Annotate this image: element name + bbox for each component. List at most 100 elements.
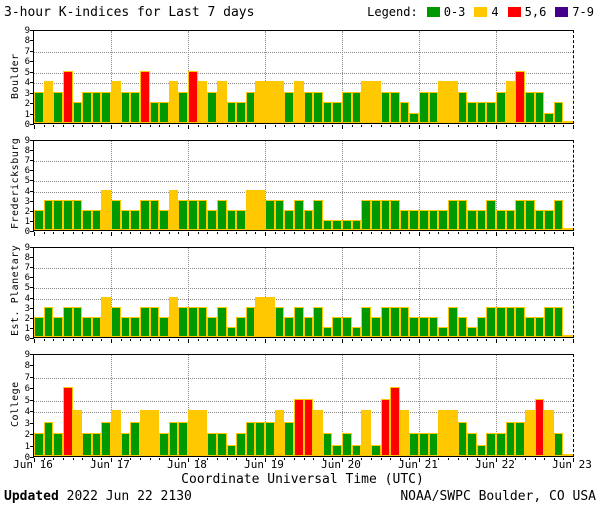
k-index-bar bbox=[332, 444, 342, 456]
x-tick bbox=[91, 339, 93, 341]
x-tick bbox=[467, 458, 469, 460]
y-tick bbox=[30, 399, 34, 401]
k-index-bar bbox=[159, 433, 169, 456]
k-index-bar bbox=[255, 81, 265, 123]
x-tick bbox=[207, 232, 209, 234]
x-tick bbox=[370, 125, 372, 127]
x-tick bbox=[62, 339, 64, 341]
gridline-day bbox=[111, 355, 112, 456]
x-tick bbox=[236, 232, 238, 234]
x-tick bbox=[390, 458, 392, 460]
k-index-bar bbox=[524, 410, 535, 456]
x-tick bbox=[178, 125, 180, 127]
x-tick bbox=[361, 125, 363, 127]
y-tick bbox=[30, 327, 34, 329]
x-tick bbox=[149, 232, 151, 234]
x-tick bbox=[457, 125, 459, 127]
k-index-bar bbox=[553, 102, 564, 123]
x-tick bbox=[62, 458, 64, 460]
y-tick-label: 4 bbox=[24, 78, 30, 89]
x-tick bbox=[111, 339, 112, 343]
y-tick bbox=[30, 365, 34, 367]
k-index-bar bbox=[534, 209, 545, 230]
k-index-bar bbox=[553, 433, 564, 456]
k-index-bar bbox=[428, 91, 439, 123]
x-tick bbox=[515, 125, 517, 127]
x-tick bbox=[245, 125, 247, 127]
k-index-bar bbox=[380, 91, 391, 123]
gridline-day bbox=[188, 248, 189, 337]
x-tick bbox=[496, 458, 497, 462]
k-index-bar bbox=[120, 316, 131, 337]
x-tick bbox=[34, 125, 35, 129]
x-tick bbox=[62, 125, 64, 127]
x-tick bbox=[438, 339, 440, 341]
y-tick bbox=[30, 434, 34, 436]
y-tick bbox=[30, 82, 34, 84]
k-index-bar bbox=[120, 91, 131, 123]
x-tick bbox=[486, 232, 488, 234]
station-label-college: College bbox=[10, 381, 21, 428]
k-index-bar bbox=[245, 91, 256, 123]
x-tick bbox=[226, 125, 228, 127]
gridline-day bbox=[265, 355, 266, 456]
legend-item-7-9: 7-9 bbox=[555, 5, 594, 19]
k-index-bar bbox=[467, 433, 477, 456]
x-tick bbox=[553, 339, 555, 341]
x-tick bbox=[399, 339, 401, 341]
gridline-y7 bbox=[34, 51, 573, 53]
x-tick bbox=[303, 232, 305, 234]
x-tick bbox=[457, 232, 459, 234]
x-tick bbox=[370, 339, 372, 341]
x-tick bbox=[245, 458, 247, 460]
x-tick bbox=[130, 232, 132, 234]
k-index-bar bbox=[486, 306, 496, 337]
x-tick bbox=[168, 125, 170, 127]
k-index-bar bbox=[245, 421, 256, 456]
x-tick bbox=[534, 458, 536, 460]
gridline-y5 bbox=[34, 288, 573, 290]
x-tick bbox=[467, 339, 469, 341]
k-index-bar bbox=[515, 70, 525, 123]
x-tick bbox=[120, 125, 122, 127]
y-tick bbox=[30, 388, 34, 390]
gridline-y4 bbox=[34, 191, 573, 193]
y-tick bbox=[30, 338, 34, 339]
y-tick bbox=[30, 190, 34, 192]
k-index-bar bbox=[139, 306, 150, 337]
y-tick bbox=[30, 267, 34, 269]
k-index-bar bbox=[274, 199, 285, 230]
x-tick bbox=[293, 232, 295, 234]
k-index-bar bbox=[34, 209, 44, 230]
k-index-bar bbox=[544, 410, 554, 456]
y-tick-label: 5 bbox=[24, 176, 30, 187]
x-tick bbox=[399, 458, 401, 460]
k-index-bar bbox=[534, 91, 545, 123]
x-tick bbox=[390, 125, 392, 127]
x-tick bbox=[505, 232, 507, 234]
k-index-bar bbox=[62, 387, 73, 456]
k-index-bar bbox=[553, 199, 564, 230]
x-tick bbox=[486, 458, 488, 460]
k-index-bar bbox=[111, 81, 121, 123]
y-tick-label: 8 bbox=[24, 361, 30, 372]
x-tick bbox=[101, 339, 103, 341]
station-label-est-planetary: Est. Planetary bbox=[10, 244, 21, 336]
y-tick bbox=[30, 200, 34, 202]
x-tick bbox=[573, 232, 574, 236]
x-tick bbox=[178, 232, 180, 234]
x-tick bbox=[419, 339, 420, 343]
y-tick-label: 9 bbox=[24, 136, 30, 146]
x-tick bbox=[428, 232, 430, 234]
k-index-bar bbox=[207, 316, 217, 337]
x-tick bbox=[149, 339, 151, 341]
x-tick bbox=[255, 125, 257, 127]
x-tick bbox=[524, 125, 526, 127]
x-tick bbox=[197, 125, 199, 127]
k-index-bar bbox=[82, 316, 92, 337]
k-index-bar bbox=[236, 433, 246, 456]
x-tick bbox=[351, 458, 353, 460]
k-index-bar bbox=[486, 199, 496, 230]
x-tick bbox=[43, 458, 45, 460]
k-index-bar bbox=[101, 421, 111, 456]
